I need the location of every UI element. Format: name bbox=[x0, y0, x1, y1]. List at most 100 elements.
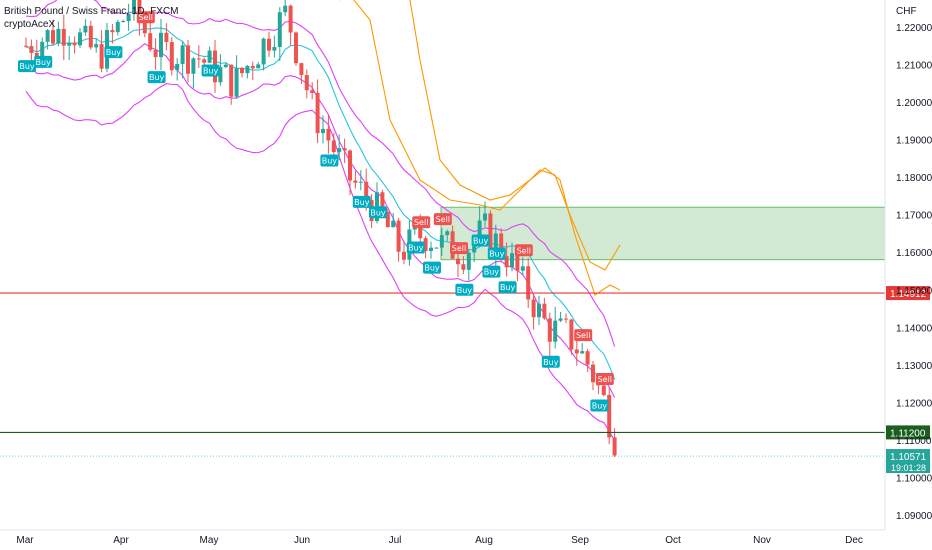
resistance-price-tag bbox=[886, 286, 930, 301]
y-tick-label: 1.13000 bbox=[896, 361, 932, 372]
candle-body bbox=[591, 364, 595, 383]
candle-body bbox=[283, 5, 288, 13]
signal-label: Buy bbox=[457, 286, 473, 295]
candle-body bbox=[234, 67, 239, 97]
price-axis[interactable]: 1.09000 1.10000 1.11000 1.12000 1.13000 1.140… bbox=[884, 0, 932, 530]
buy-signal bbox=[201, 64, 220, 77]
candle-body bbox=[29, 46, 34, 53]
signal-label: Buy bbox=[322, 156, 338, 165]
candle-body bbox=[526, 266, 531, 300]
zone-rect bbox=[440, 206, 886, 261]
lower-band-series bbox=[25, 83, 616, 442]
y-tick-label: 1.10000 bbox=[896, 473, 932, 484]
signal-label: Sell bbox=[576, 331, 590, 340]
x-tick-label: Dec bbox=[845, 535, 863, 546]
candle-body bbox=[547, 318, 552, 342]
x-tick-label: Apr bbox=[113, 535, 129, 546]
candle-body bbox=[256, 64, 261, 69]
candle-body bbox=[159, 32, 163, 58]
signal-label: Buy bbox=[473, 237, 489, 246]
candle-body bbox=[132, 0, 136, 15]
candle-body bbox=[99, 44, 104, 69]
buy-signal bbox=[423, 261, 441, 274]
current-price-label: 1.10571 bbox=[890, 452, 927, 463]
x-tick-label: Sep bbox=[571, 535, 589, 546]
candle-body bbox=[553, 320, 558, 342]
sell-signal bbox=[433, 213, 452, 226]
y-tick-label: 1.18000 bbox=[896, 173, 932, 184]
candle-body bbox=[83, 25, 88, 33]
signal-label: Buy bbox=[424, 264, 440, 273]
candle-body bbox=[456, 258, 460, 265]
candle-body bbox=[115, 21, 120, 33]
candle-body bbox=[315, 92, 320, 134]
candle-body bbox=[126, 14, 131, 22]
buy-signal bbox=[320, 154, 339, 167]
signal-label: Buy bbox=[543, 358, 559, 367]
signal-label: Buy bbox=[500, 283, 516, 292]
candle-body bbox=[331, 140, 336, 153]
candle-body bbox=[121, 21, 126, 23]
buy-signal bbox=[18, 60, 36, 73]
candle-body bbox=[321, 128, 325, 134]
buy-signal bbox=[471, 234, 490, 247]
candle-body bbox=[510, 253, 514, 268]
sell-signal bbox=[574, 329, 593, 342]
support-price-tag bbox=[886, 425, 930, 440]
chart-title: British Pound / Swiss Franc, 1D, FXCM bbox=[4, 6, 179, 17]
candle-body bbox=[558, 318, 563, 321]
time-axis[interactable]: Mar Apr May Jun Jul Aug Sep Oct Nov Dec bbox=[0, 529, 885, 546]
candle-body bbox=[207, 50, 212, 63]
signal-label: Buy bbox=[484, 268, 500, 277]
buy-signal bbox=[104, 46, 123, 59]
candle-body bbox=[67, 42, 72, 46]
sell-signal bbox=[514, 244, 533, 257]
x-tick-label: Nov bbox=[753, 535, 771, 546]
candle-body bbox=[396, 220, 401, 252]
candle-body bbox=[34, 52, 39, 57]
candle-body bbox=[412, 227, 417, 230]
signal-label: Buy bbox=[370, 208, 386, 217]
signal-label: Buy bbox=[408, 244, 424, 253]
candle-body bbox=[142, 22, 147, 34]
candle-body bbox=[272, 47, 277, 51]
y-tick-label: 1.12000 bbox=[896, 398, 932, 409]
candle-body bbox=[483, 213, 487, 221]
signal-label: Buy bbox=[354, 198, 370, 207]
candle-body bbox=[391, 220, 396, 228]
y-tick-label: 1.09000 bbox=[896, 511, 932, 522]
candle-body bbox=[88, 25, 93, 48]
candle-body bbox=[348, 150, 352, 181]
candle-body bbox=[153, 49, 158, 58]
candle-body bbox=[429, 247, 433, 251]
y-tick-label: 1.11000 bbox=[896, 436, 932, 447]
candle-body bbox=[180, 45, 185, 64]
candle-body bbox=[466, 252, 471, 270]
midline-series bbox=[25, 27, 616, 380]
signal-label: Sell bbox=[452, 244, 466, 253]
candle-body bbox=[110, 30, 115, 33]
candle-body bbox=[94, 44, 99, 48]
buy-signal bbox=[498, 281, 517, 294]
candle-body bbox=[202, 59, 207, 63]
buy-signal bbox=[482, 265, 501, 278]
candle-body bbox=[304, 75, 309, 91]
x-tick-label: Oct bbox=[665, 535, 681, 546]
buy-signal bbox=[352, 195, 371, 208]
signal-label: Buy bbox=[149, 73, 165, 82]
y-tick-label: 1.19000 bbox=[896, 136, 932, 147]
candle-body bbox=[24, 45, 28, 47]
candle-body bbox=[364, 181, 369, 200]
candle-body bbox=[542, 303, 547, 319]
candle-body bbox=[434, 247, 439, 249]
candle-body bbox=[310, 90, 315, 93]
candle-body bbox=[499, 233, 504, 257]
candle-body bbox=[294, 32, 298, 64]
current-price-tag bbox=[886, 449, 930, 474]
candle-body bbox=[477, 220, 482, 242]
x-tick-label: Mar bbox=[16, 535, 34, 546]
candle-body bbox=[607, 394, 612, 438]
signal-label: Sell bbox=[517, 246, 531, 255]
